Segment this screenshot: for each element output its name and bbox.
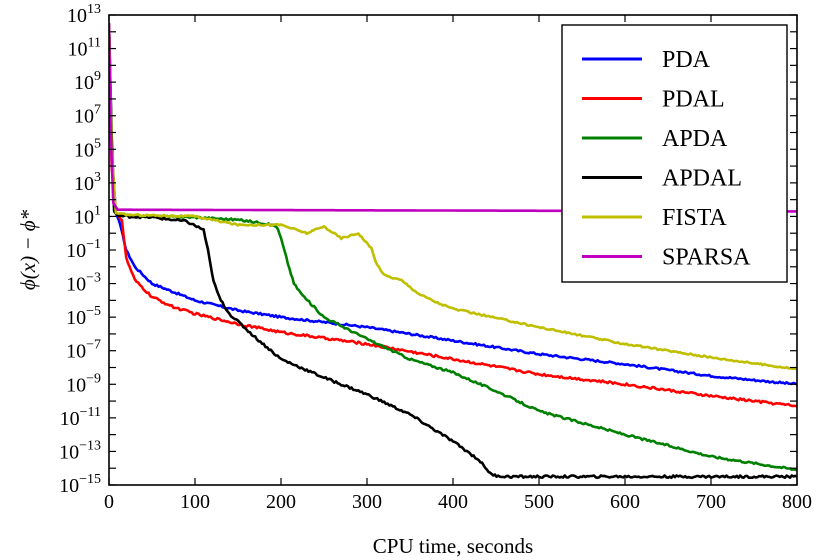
legend-label-apda: APDA <box>662 126 728 152</box>
x-tick-label: 100 <box>180 491 210 513</box>
y-tick-label: 10−1 <box>66 237 101 262</box>
y-tick-label: 107 <box>74 103 101 128</box>
x-tick-label: 400 <box>438 491 468 513</box>
y-tick-label: 10−5 <box>66 304 101 329</box>
y-tick-label: 10−7 <box>66 338 101 363</box>
y-axis-label: ϕ(x) − ϕ* <box>16 209 40 290</box>
y-tick-label: 109 <box>74 69 101 94</box>
y-tick-label: 103 <box>74 170 101 195</box>
y-tick-label: 10−11 <box>60 405 101 430</box>
series-line-apda <box>109 23 797 472</box>
legend: PDA PDAL APDA APDAL FISTA SPARSA <box>561 24 788 283</box>
series-line-pdal <box>109 23 797 408</box>
y-tick-label: 1013 <box>67 2 101 27</box>
legend-box <box>561 24 788 283</box>
tick-layer: 0 100 200 300 400 500 600 700 80010−1510−1310−11… <box>59 2 812 513</box>
x-tick-label: 800 <box>782 491 812 513</box>
y-tick-label: 10−9 <box>66 371 101 396</box>
y-tick-label: 10−13 <box>59 438 101 463</box>
legend-label-sparsa: SPARSA <box>662 245 751 271</box>
series-line-apdal <box>109 23 797 480</box>
y-tick-label: 101 <box>74 203 101 228</box>
x-tick-label: 300 <box>352 491 382 513</box>
x-tick-label: 200 <box>266 491 296 513</box>
x-axis-label: CPU time, seconds <box>373 534 533 558</box>
series-line-pda <box>109 23 797 386</box>
x-tick-label: 600 <box>610 491 640 513</box>
x-tick-label: 500 <box>524 491 554 513</box>
legend-label-fista: FISTA <box>662 205 727 231</box>
legend-label-pda: PDA <box>662 47 711 73</box>
y-tick-label: 1011 <box>68 36 101 61</box>
x-tick-label: 0 <box>104 491 114 513</box>
plot-frame <box>108 14 798 486</box>
legend-label-pdal: PDAL <box>662 87 725 113</box>
legend-label-apdal: APDAL <box>662 166 742 192</box>
y-tick-label: 10−3 <box>66 271 101 296</box>
x-tick-label: 700 <box>696 491 726 513</box>
y-tick-label: 105 <box>74 136 101 161</box>
y-tick-label: 10−15 <box>59 472 101 497</box>
series-line-fista <box>109 23 797 371</box>
